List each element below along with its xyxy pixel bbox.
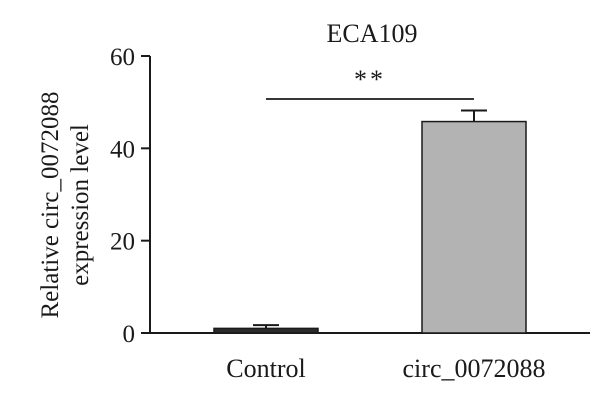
y-tick-label: 60 — [110, 44, 135, 71]
y-axis-label-line2: expression level — [67, 124, 94, 286]
y-tick-label: 0 — [123, 321, 136, 348]
x-tick-label: circ_0072088 — [403, 354, 546, 383]
x-tick-label: Control — [226, 354, 305, 383]
bar-control — [213, 327, 319, 334]
y-axis-label-line1: Relative circ_0072088 — [37, 91, 64, 318]
bar-circ-0072088 — [421, 120, 527, 334]
chart-title: ECA109 — [327, 19, 418, 48]
significance-label: ** — [354, 65, 386, 94]
y-tick-label: 20 — [110, 229, 135, 256]
y-axis-label: Relative circ_0072088 expression level — [37, 91, 94, 318]
y-tick-label: 40 — [110, 136, 135, 163]
